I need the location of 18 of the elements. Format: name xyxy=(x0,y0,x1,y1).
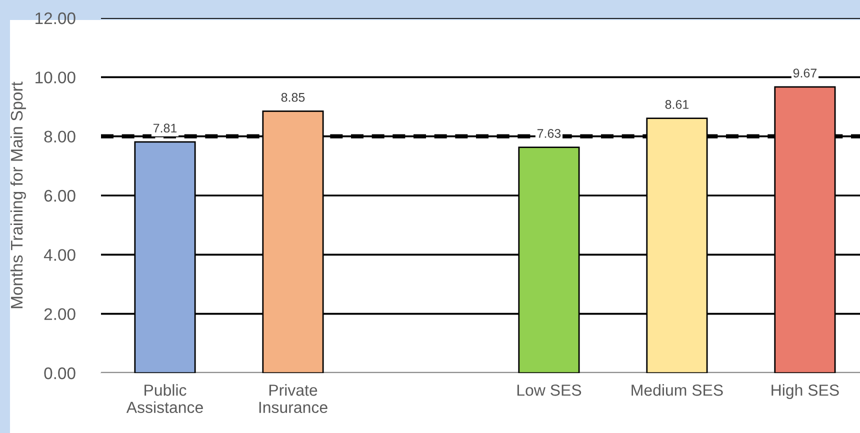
x-tick-label: Low SES xyxy=(517,384,582,396)
data-label: 8.61 xyxy=(665,100,689,109)
y-tick-label: 10.00 xyxy=(36,72,76,84)
data-label: 8.85 xyxy=(281,92,305,102)
y-tick-label: 4.00 xyxy=(44,249,76,261)
y-axis-title: Months Training for Main Sport xyxy=(10,82,26,308)
y-tick-label: 2.00 xyxy=(44,308,76,320)
data-label: 7.81 xyxy=(153,124,177,133)
x-tick-label: High SES xyxy=(772,384,839,399)
data-label: 7.63 xyxy=(537,129,561,138)
data-label: 9.67 xyxy=(793,68,816,78)
y-tick-label: 6.00 xyxy=(44,190,76,202)
x-tick-label: Public Assistance xyxy=(126,384,203,414)
x-tick-label: Medium SES xyxy=(632,384,723,396)
x-tick-label: Private Insurance xyxy=(259,384,328,414)
y-tick-label: 12.00 xyxy=(36,12,76,24)
y-tick-label: 0.00 xyxy=(44,367,76,380)
y-tick-label: 8.00 xyxy=(44,130,76,143)
